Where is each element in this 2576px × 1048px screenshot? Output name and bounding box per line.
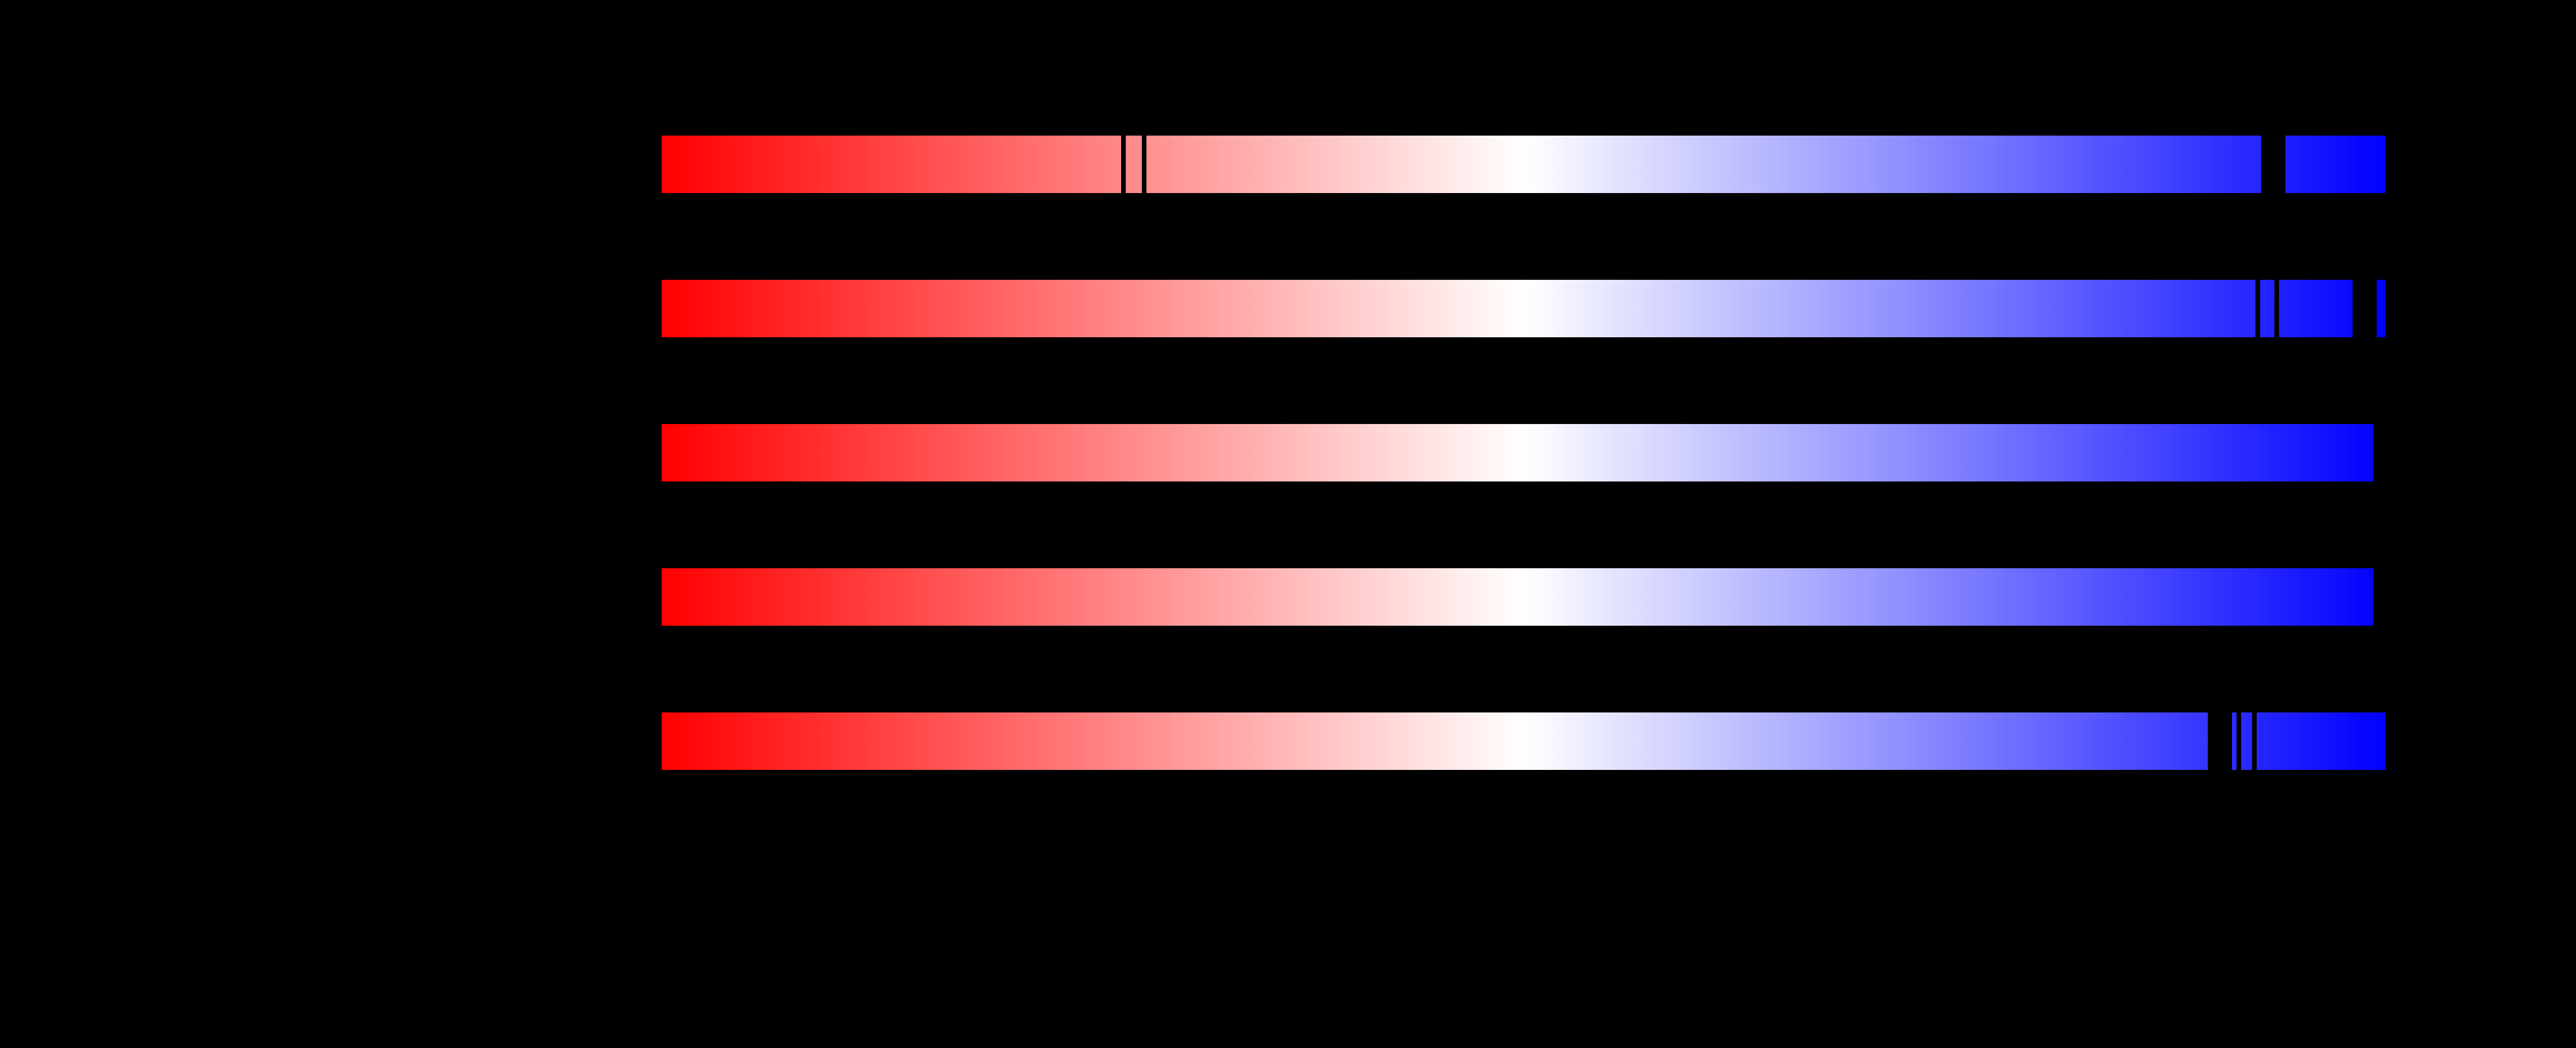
thick-marker [2352,280,2377,337]
gradient-bar-row-3 [662,424,2385,481]
gradient-bar-row-5 [662,712,2385,770]
gradient-bar-row-2 [662,280,2385,337]
thin-marker [1121,136,1126,193]
thin-marker [2251,712,2257,770]
thick-marker [2261,136,2285,193]
thin-marker [2236,712,2241,770]
thin-marker [2255,280,2260,337]
thick-marker [2207,712,2232,770]
gradient-bar-row-1 [662,136,2385,193]
gradient-bar-row-4 [662,568,2385,626]
thin-marker [1142,136,1147,193]
thin-marker [2274,280,2279,337]
thick-marker [2373,424,2385,481]
thick-marker [2373,568,2385,626]
